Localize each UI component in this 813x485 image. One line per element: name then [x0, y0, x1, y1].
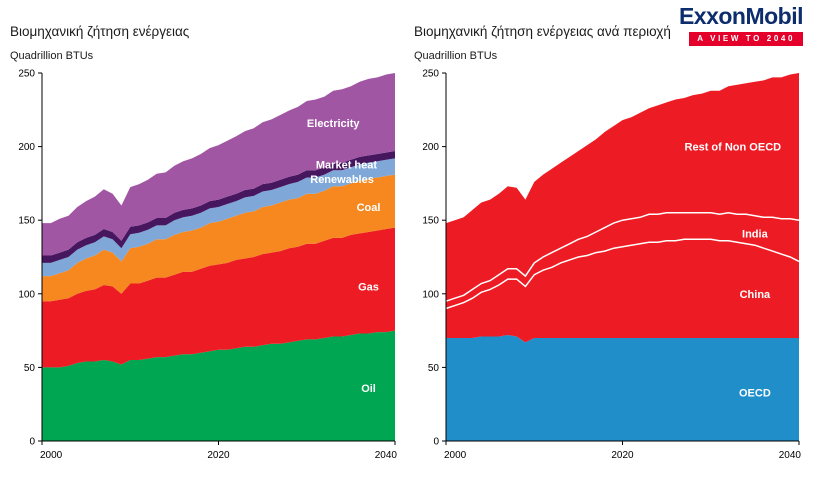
region-separator-line [445, 212, 800, 302]
y-tick-label: 150 [18, 216, 35, 227]
chart-industrial-energy-demand: Βιομηχανική ζήτηση ενέργειας Quadrillion… [8, 24, 404, 467]
area-india [446, 212, 799, 309]
area-oecd [446, 335, 799, 441]
right-chart-units-label: Quadrillion BTUs [414, 50, 498, 62]
right-chart-plot: 0 50 100 150 200 250 2000 2020 2040 OECD China Indi… [422, 69, 802, 462]
area-coal [42, 174, 395, 302]
area-label-gas: Gas [358, 281, 379, 293]
area-label-india: India [742, 228, 769, 240]
x-tick-label: 2000 [40, 450, 63, 461]
x-tick-label: 2040 [375, 450, 398, 461]
area-china [446, 239, 799, 343]
area-oil [42, 330, 395, 441]
y-tick-label: 250 [18, 69, 35, 80]
y-tick-label: 50 [428, 363, 440, 374]
y-tick-label: 200 [18, 142, 35, 153]
x-tick-label: 2020 [207, 450, 230, 461]
x-tick-label: 2040 [779, 450, 802, 461]
area-label-oil: Oil [361, 383, 376, 395]
left-chart-plot: 0 50 100 150 200 250 2000 2020 2040 Oil Gas Coal Ren… [18, 69, 398, 462]
y-tick-label: 200 [422, 142, 439, 153]
left-chart-title: Βιομηχανική ζήτηση ενέργειας [10, 24, 190, 39]
x-tick-label: 2000 [444, 450, 467, 461]
view-to-2040-banner: A VIEW TO 2040 [689, 32, 803, 46]
chart-industrial-energy-demand-by-region: Βιομηχανική ζήτηση ενέργειας ανά περιοχή… [412, 24, 808, 467]
area-label-coal: Coal [357, 202, 381, 214]
y-tick-label: 0 [29, 437, 35, 448]
y-tick-label: 100 [422, 289, 439, 300]
area-renewables [42, 158, 395, 277]
area-label-electricity: Electricity [307, 118, 360, 130]
exxonmobil-wordmark: ExxonMobil [678, 3, 804, 29]
area-electricity [42, 73, 395, 256]
area-label-china: China [740, 289, 771, 301]
left-chart-units-label: Quadrillion BTUs [10, 50, 94, 62]
area-label-rest-of-non-oecd: Rest of Non OECD [685, 142, 782, 154]
y-tick-label: 0 [433, 437, 439, 448]
right-chart-title: Βιομηχανική ζήτηση ενέργειας ανά περιοχή [414, 24, 671, 39]
region-separator-line [445, 238, 800, 310]
x-tick-label: 2020 [611, 450, 634, 461]
area-market-heat [42, 151, 395, 263]
exxonmobil-logo: ExxonMobil A VIEW TO 2040 [643, 3, 804, 46]
area-gas [42, 227, 395, 368]
area-label-oecd: OECD [739, 387, 771, 399]
area-label-renewables: Renewables [310, 174, 374, 186]
y-tick-label: 100 [18, 289, 35, 300]
y-tick-label: 50 [24, 363, 36, 374]
area-rest-of-non-oecd [446, 73, 799, 302]
y-tick-label: 250 [422, 69, 439, 80]
area-label-market-heat: Market heat [316, 159, 377, 171]
y-tick-label: 150 [422, 216, 439, 227]
